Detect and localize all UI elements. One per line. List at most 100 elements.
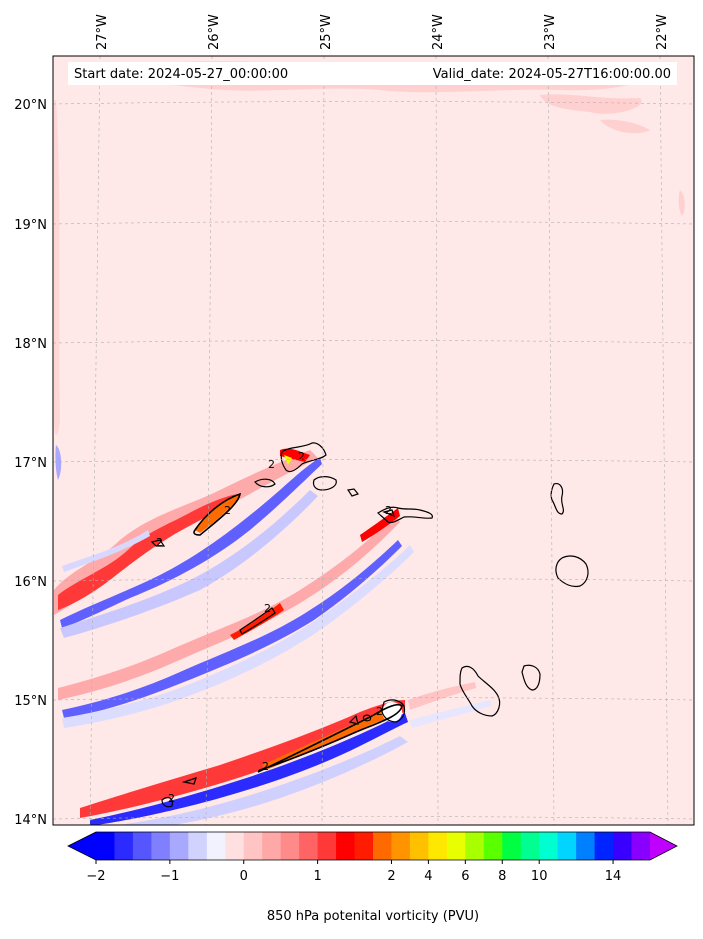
gridline-parallel xyxy=(53,578,694,582)
colorbar-ticks: −2 −1 0 1 2 4 6 8 10 14 xyxy=(86,860,621,884)
latitude-label: 16°N xyxy=(14,575,47,590)
colorbar-swatch xyxy=(502,832,522,860)
colorbar-swatch xyxy=(465,832,485,860)
gridline-meridian xyxy=(205,56,213,825)
gridline-meridian xyxy=(321,56,325,825)
colorbar-tick-label: 4 xyxy=(424,869,432,884)
pv-contour-line xyxy=(239,607,276,635)
top-pv-patch xyxy=(600,119,650,134)
pv-band-lower-negative-halo xyxy=(410,700,492,728)
longitude-label: 25°W xyxy=(319,14,334,50)
pv-upper-island-patch xyxy=(280,448,310,462)
colorbar-swatch xyxy=(169,832,189,860)
colorbar-swatch xyxy=(262,832,282,860)
contour-label: 2 xyxy=(385,504,392,517)
latitude-label: 14°N xyxy=(14,813,47,828)
colorbar-outline xyxy=(67,831,678,861)
colorbar-tick-label: 14 xyxy=(605,869,622,884)
island-santo-antao xyxy=(280,442,327,473)
island-maio xyxy=(521,664,541,691)
colorbar-tick-label: 0 xyxy=(240,869,248,884)
colorbar-swatch xyxy=(96,832,115,860)
longitude-label: 27°W xyxy=(95,14,110,50)
contour-label: 2 xyxy=(224,504,231,517)
longitude-label: 24°W xyxy=(431,14,446,50)
contour-label: 2 xyxy=(264,602,271,615)
colorbar-swatch xyxy=(206,832,226,860)
contour-label: 2 xyxy=(268,458,275,471)
colorbar-label: 850 hPa potenital vorticity (PVU) xyxy=(267,909,479,924)
right-edge-pv-strip xyxy=(678,190,685,216)
island-fogo xyxy=(381,699,406,723)
pv-band-middle-positive-core xyxy=(360,508,400,542)
island-sao-vicente xyxy=(312,476,337,491)
colorbar-over-extension xyxy=(650,832,677,860)
colorbar-swatch xyxy=(391,832,411,860)
pv-band-upper-max xyxy=(195,494,240,533)
colorbar-swatch xyxy=(225,832,245,860)
colorbar-swatch xyxy=(613,832,633,860)
gridline-parallel xyxy=(53,816,694,820)
coastlines xyxy=(280,442,589,723)
pv-band-upper-negative-halo xyxy=(62,530,150,572)
colorbar-swatch xyxy=(483,832,503,860)
latitude-label: 18°N xyxy=(14,337,47,352)
pv-band-middle-positive xyxy=(58,515,400,700)
gridline-parallel xyxy=(53,340,694,344)
left-edge-pv-strip xyxy=(54,100,60,435)
gridline-parallel xyxy=(53,459,694,463)
latitude-label: 15°N xyxy=(14,694,47,709)
colorbar-tick-label: 6 xyxy=(461,869,469,884)
latitude-labels: 20°N 19°N 18°N 17°N 16°N 15°N 14°N xyxy=(14,98,47,828)
longitude-label: 22°W xyxy=(655,14,670,50)
colorbar-swatch xyxy=(631,832,651,860)
colorbar-swatch xyxy=(243,832,263,860)
island-brava xyxy=(362,714,372,722)
colorbar-under-extension xyxy=(68,832,96,860)
pv-band-upper-negative xyxy=(60,458,322,628)
map-frame xyxy=(52,55,695,826)
latitude-label: 20°N xyxy=(14,98,47,113)
gridline-parallel xyxy=(53,221,694,225)
colorbar-swatch xyxy=(354,832,374,860)
colorbar-swatch xyxy=(336,832,356,860)
colorbar xyxy=(67,831,678,861)
colorbar-swatch xyxy=(188,832,208,860)
gridline-parallel xyxy=(53,697,694,701)
contour-label: 2 xyxy=(376,705,383,718)
island-santiago xyxy=(459,665,501,717)
pv-contour-line xyxy=(254,478,276,488)
island-santa-luzia xyxy=(346,488,360,497)
gridlines xyxy=(53,56,694,825)
colorbar-swatch xyxy=(132,832,152,860)
gridline-parallel xyxy=(53,101,694,105)
pv-contour-line xyxy=(161,796,173,808)
colorbar-swatch xyxy=(373,832,392,860)
colorbar-tick-label: −1 xyxy=(160,869,179,884)
gridline-meridian xyxy=(659,56,669,825)
pv-contour-line xyxy=(382,509,395,518)
colorbar-swatch xyxy=(299,832,319,860)
colorbar-swatch xyxy=(594,832,614,860)
colorbar-swatch xyxy=(317,832,337,860)
colorbar-swatch xyxy=(446,832,466,860)
pv-band-upper-positive xyxy=(54,450,318,615)
pv-band-upper-positive-core xyxy=(58,494,240,610)
colorbar-swatch xyxy=(539,832,559,860)
colorbar-swatch xyxy=(409,832,429,860)
colorbar-tick-label: −2 xyxy=(86,869,105,884)
latitude-label: 17°N xyxy=(14,456,47,471)
contour-label: 2 xyxy=(262,760,269,773)
colorbar-tick-label: 2 xyxy=(387,869,395,884)
pv-band-upper-negative-halo xyxy=(60,490,318,638)
colorbar-swatch xyxy=(428,832,448,860)
colorbar-tick-label: 10 xyxy=(531,869,548,884)
pv-band-lower-positive xyxy=(80,700,405,818)
pv-contour-line xyxy=(193,492,242,536)
colorbar-swatch xyxy=(576,832,596,860)
colorbar-swatch xyxy=(520,832,540,860)
contour-label: 2 xyxy=(168,792,175,805)
pv-contour-line xyxy=(257,703,403,773)
longitude-label: 26°W xyxy=(207,14,222,50)
